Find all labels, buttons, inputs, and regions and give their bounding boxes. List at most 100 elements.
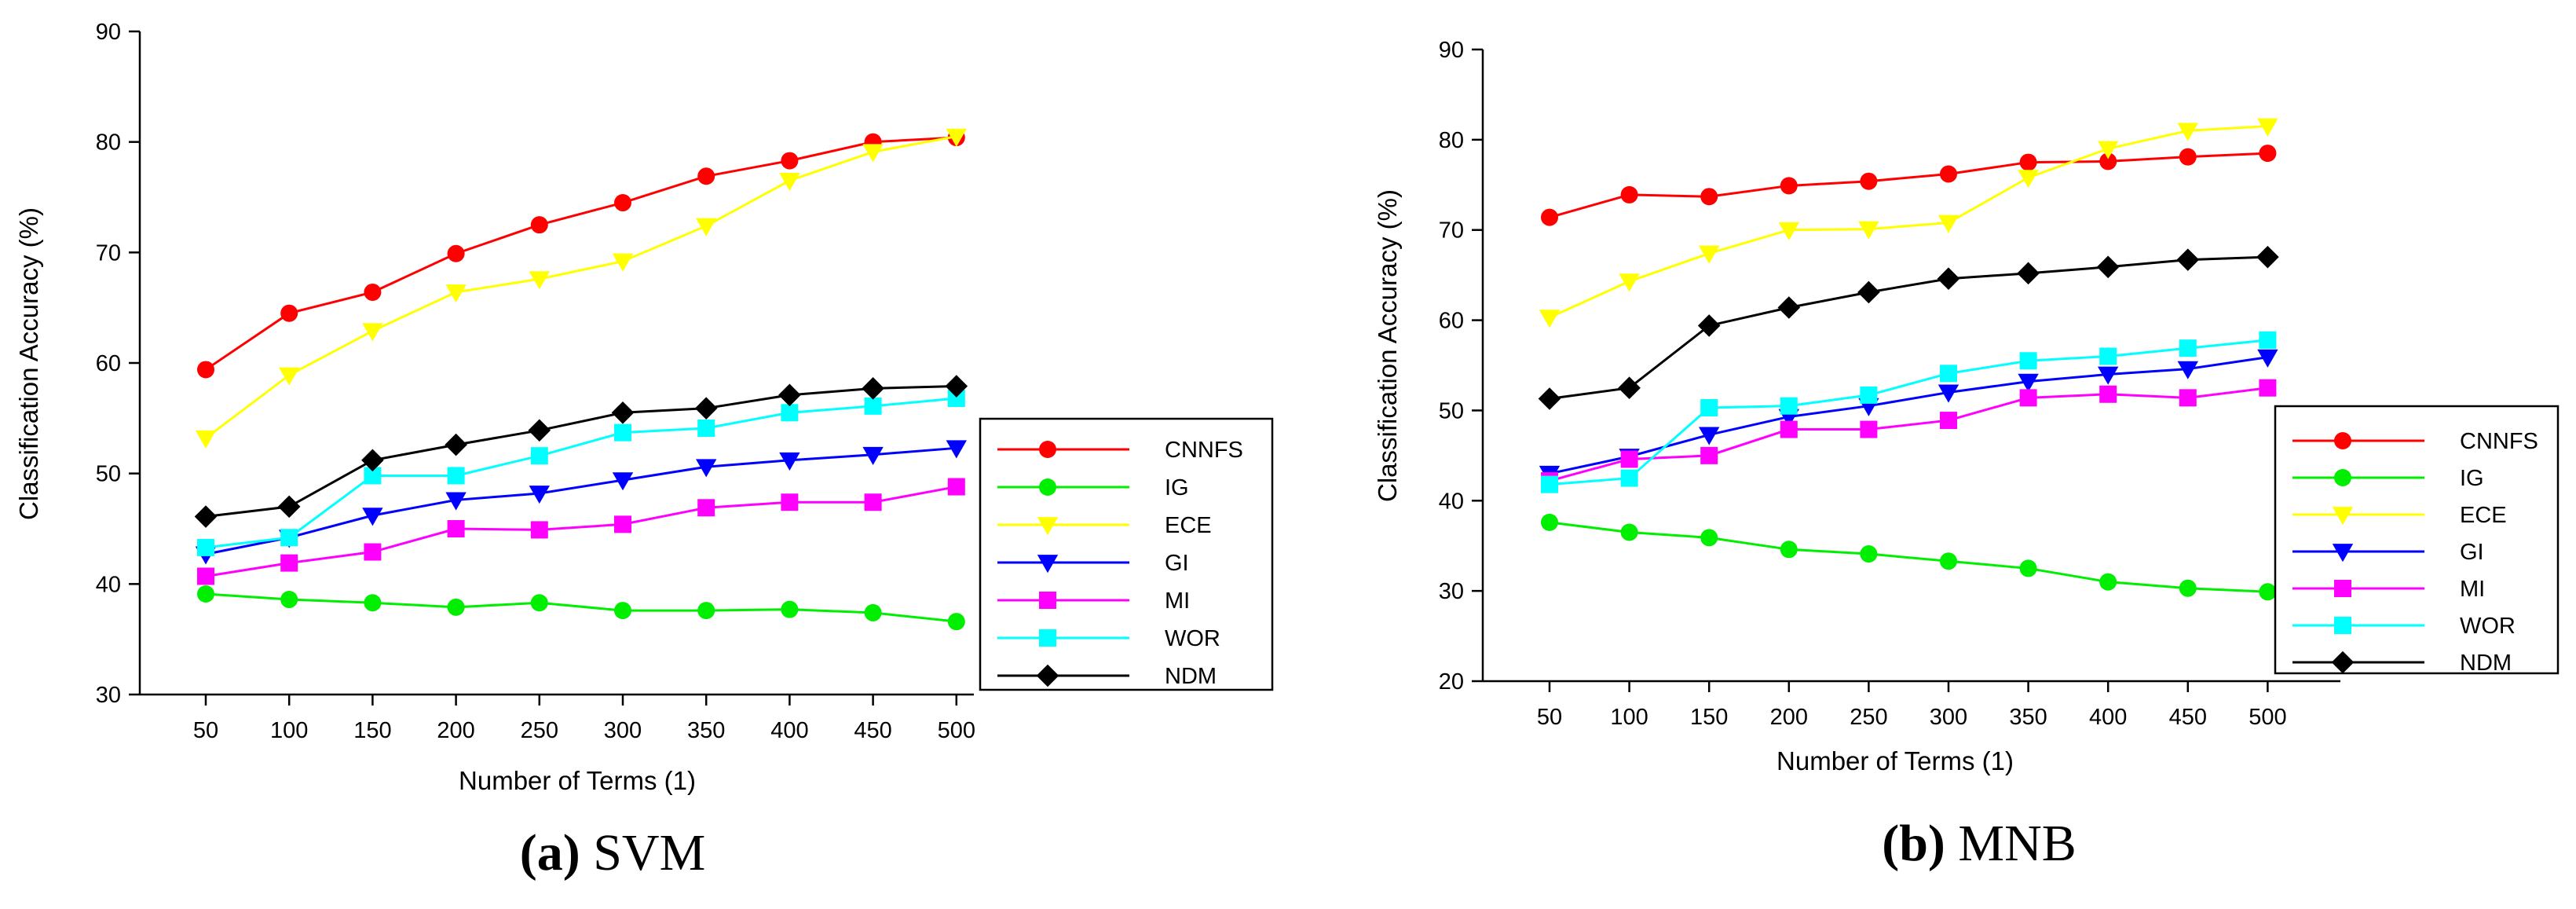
data-point [2257,349,2278,368]
data-point [2179,148,2197,166]
series-line-cnnfs [1549,152,2268,219]
data-point [2176,248,2200,271]
data-point [2019,153,2037,171]
data-point [1780,177,1798,195]
x-tick-label: 100 [270,718,308,743]
y-tick-label: 40 [96,572,121,597]
data-point [1700,446,1718,464]
data-point [1860,545,1878,563]
legend-label: ECE [2460,503,2507,528]
data-point [2019,352,2037,370]
data-point [2179,579,2197,597]
data-point [195,430,217,449]
series-line-ig [1549,521,2268,593]
legend-box [979,417,1274,691]
data-point [697,602,715,620]
data-point [612,472,634,491]
series-line-ndm [205,385,957,519]
data-point [194,505,218,528]
data-point [1699,427,1720,445]
data-point [2099,573,2117,591]
data-point [779,452,800,471]
data-point [1860,420,1878,438]
caption-space [580,824,594,882]
data-point [447,520,465,537]
series-line-wor [1549,339,2268,486]
panel-label: (b) [1882,815,1945,872]
x-axis-label: Number of Terms (1) [1776,746,2014,775]
x-tick-label: 150 [1690,705,1728,730]
data-point [2019,389,2037,407]
data-point [614,515,631,533]
data-point [528,419,551,442]
series-line-ndm [1549,255,2268,400]
data-point [1937,384,1959,403]
series-line-gi [205,446,957,555]
data-point [1539,310,1561,328]
x-tick-label: 400 [2089,705,2127,730]
legend-marker [2331,651,2355,674]
series-ndm [194,375,968,528]
legend-label: MI [2460,577,2485,602]
data-point [1858,221,1879,240]
legend-label: NDM [1165,664,1217,689]
data-point [280,554,298,572]
data-point [2259,145,2277,163]
data-point [2259,331,2277,349]
legend-marker [2334,432,2351,449]
data-point [781,493,799,511]
legend-marker [1039,629,1056,647]
legend-label: MI [1165,588,1190,614]
y-tick-label: 80 [1439,128,1464,153]
series-line-mi [1549,387,2268,482]
data-point [696,459,717,478]
x-tick-label: 200 [437,718,474,743]
legend-label: GI [1165,551,1189,576]
data-point [1860,386,1878,404]
y-tick-label: 70 [1439,218,1464,244]
legend-marker [1037,517,1059,536]
legend-marker [1036,664,1059,687]
legend-marker [1039,441,1056,458]
x-tick-label: 350 [2009,705,2047,730]
data-point [1940,365,1957,383]
series-line-gi [1549,356,2268,475]
data-point [697,499,715,517]
data-point [947,613,965,631]
series-ece [1539,118,2278,328]
data-point [694,397,718,420]
y-axis-label: Classification Accuracy (%) [14,207,43,520]
data-point [445,433,467,456]
data-point [2098,366,2119,385]
data-point [1620,450,1638,468]
data-point [611,401,635,424]
series-gi [1539,349,2278,485]
legend-label: WOR [1165,626,1220,651]
y-tick-label: 50 [96,462,121,487]
legend-label: CNNFS [1165,438,1243,463]
data-point [364,594,382,612]
data-point [946,440,967,459]
data-point [530,521,548,539]
data-point [2179,389,2197,407]
data-point [864,493,882,511]
legend: CNNFS IG ECE GI MI WOR NDM [979,417,1274,691]
data-point [362,508,383,526]
data-point [612,253,634,272]
x-tick-label: 100 [1610,705,1648,730]
data-point [2098,141,2119,159]
y-tick-label: 30 [96,683,121,708]
series-ig [197,585,965,631]
data-point [445,492,467,511]
x-tick-label: 50 [193,718,218,743]
panel-mnb: 20 30 40 50 60 70 80 90 50 100 150 200 250 300 350 400 4… [1373,38,2560,872]
caption-space [1945,815,1959,872]
x-tick-label: 350 [687,718,725,743]
data-point [864,397,882,415]
series-wor [1541,331,2277,493]
x-tick-label: 250 [1850,705,1887,730]
panel-svm: 30 40 50 60 70 80 90 50 100 150 200 250 300 350 400 450… [14,20,1274,882]
data-point [197,538,214,556]
x-tick-label: 200 [1770,705,1808,730]
data-point [2257,118,2278,137]
